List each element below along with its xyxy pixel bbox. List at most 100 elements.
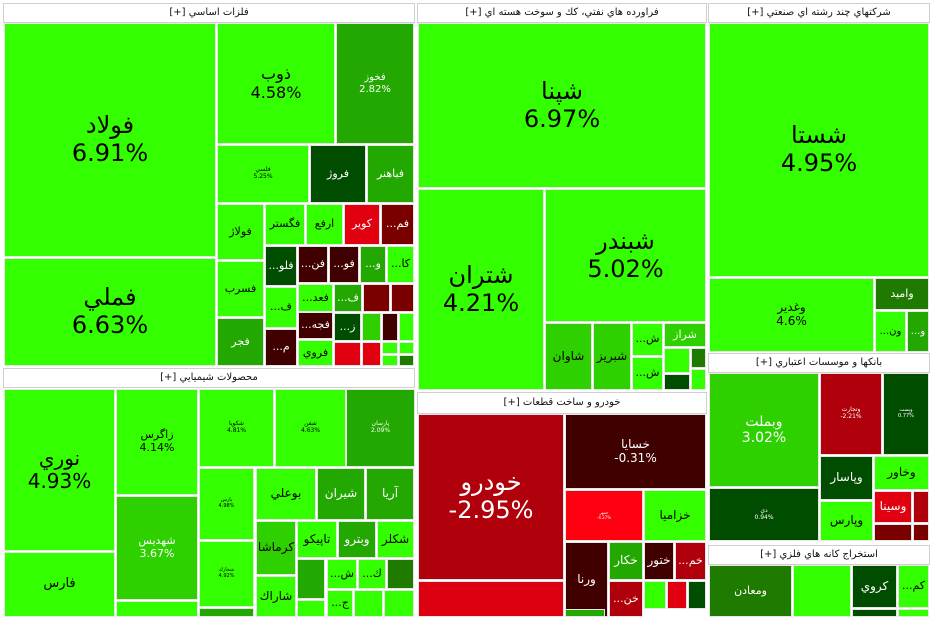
stock-tile[interactable]: واميد [875, 278, 929, 310]
stock-tile[interactable]: وپارس [820, 501, 873, 541]
stock-tile[interactable] [664, 374, 690, 390]
stock-tile[interactable] [199, 608, 254, 617]
sector-header[interactable]: استخراج كانه هاي فلزي [+] [708, 545, 930, 565]
stock-tile[interactable] [382, 355, 398, 366]
stock-tile[interactable]: فولاژ [217, 204, 264, 260]
stock-tile[interactable]: ...ك [358, 559, 386, 589]
stock-tile[interactable]: كروي [852, 565, 897, 608]
stock-tile[interactable]: خودرو -2.95% [418, 414, 564, 580]
stock-tile[interactable]: فملي 6.63% [4, 258, 216, 366]
sector-header[interactable]: خودرو و ساخت قطعات [+] [417, 392, 707, 414]
stock-tile[interactable] [116, 601, 198, 617]
stock-tile[interactable] [297, 559, 325, 599]
stock-tile[interactable]: ورنا [565, 542, 608, 617]
stock-tile[interactable] [667, 581, 687, 609]
stock-tile[interactable] [913, 491, 929, 523]
stock-tile[interactable]: ...م [265, 329, 297, 366]
stock-tile[interactable]: ارفع [306, 204, 343, 245]
stock-tile[interactable] [565, 609, 605, 617]
stock-tile[interactable]: ...فن [298, 246, 328, 283]
sector-header[interactable]: محصولات شيميايي [+] [3, 368, 415, 388]
stock-tile[interactable]: ...ون [875, 311, 906, 352]
stock-tile[interactable]: شفن 4.63% [275, 389, 346, 467]
stock-tile[interactable] [354, 590, 383, 617]
stock-tile[interactable]: فباهنر [367, 145, 414, 203]
stock-tile[interactable]: نوري 4.93% [4, 389, 115, 551]
stock-tile[interactable] [688, 581, 706, 609]
stock-tile[interactable]: خزاميا [644, 490, 706, 541]
stock-tile[interactable]: ...فلو [265, 246, 297, 286]
stock-tile[interactable]: فروي [298, 340, 333, 366]
stock-tile[interactable] [691, 348, 706, 368]
stock-tile[interactable]: شبريز [593, 323, 631, 390]
stock-tile[interactable] [297, 600, 325, 617]
stock-tile[interactable] [382, 313, 398, 341]
stock-tile[interactable]: ...ج [327, 590, 353, 617]
stock-tile[interactable]: پارس 4.98% [199, 468, 254, 540]
stock-tile[interactable]: ...خن [609, 581, 643, 617]
stock-tile[interactable]: ...كا [387, 246, 414, 283]
stock-tile[interactable]: ...فو [329, 246, 359, 283]
stock-tile[interactable] [362, 313, 381, 341]
stock-tile[interactable]: فولاد 6.91% [4, 23, 216, 257]
stock-tile[interactable] [852, 609, 897, 617]
stock-tile[interactable] [362, 342, 381, 366]
stock-tile[interactable]: دي 0.94% [709, 488, 819, 541]
stock-tile[interactable]: شبندر 5.02% [545, 189, 706, 322]
stock-tile[interactable]: ...فجه [298, 312, 333, 339]
stock-tile[interactable]: فجر [217, 318, 264, 366]
sector-header[interactable]: بانكها و موسسات اعتباري [+] [708, 353, 930, 373]
stock-tile[interactable] [399, 355, 414, 366]
stock-tile[interactable]: شيران [317, 468, 365, 520]
stock-tile[interactable]: وسينا [874, 491, 912, 523]
stock-tile[interactable]: وخاور [874, 456, 929, 490]
stock-tile[interactable]: ...ز [334, 313, 361, 341]
stock-tile[interactable]: فگستر [265, 204, 305, 245]
stock-tile[interactable]: كرماشا [256, 521, 296, 575]
stock-tile[interactable] [898, 609, 929, 617]
stock-tile[interactable]: ...و [907, 311, 929, 352]
stock-tile[interactable]: شكلر [377, 521, 414, 558]
stock-tile[interactable]: شاوان [545, 323, 592, 390]
stock-tile[interactable]: ...فم [381, 204, 414, 245]
sector-header[interactable]: شركتهاي چند رشته اي صنعتي [+] [708, 3, 930, 23]
stock-tile[interactable]: شخارك 4.92% [199, 541, 254, 607]
stock-tile[interactable]: ختور [644, 542, 674, 580]
stock-tile[interactable] [387, 559, 414, 589]
stock-tile[interactable]: وبترو [338, 521, 376, 558]
stock-tile[interactable] [384, 590, 414, 617]
stock-tile[interactable]: فسرب [217, 261, 264, 317]
stock-tile[interactable] [334, 342, 361, 366]
stock-tile[interactable] [399, 313, 414, 341]
stock-tile[interactable]: زاگرس 4.14% [116, 389, 198, 495]
stock-tile[interactable]: ...ف [334, 284, 362, 312]
stock-tile[interactable]: وتجارت -2.21% [820, 373, 882, 455]
stock-tile[interactable]: ...ش [327, 559, 357, 589]
stock-tile[interactable]: فخوز 2.82% [336, 23, 414, 144]
stock-tile[interactable] [382, 342, 398, 354]
stock-tile[interactable]: خكار [609, 542, 643, 580]
stock-tile[interactable] [913, 524, 929, 541]
stock-tile[interactable] [644, 581, 666, 609]
stock-tile[interactable]: فارس [4, 552, 115, 617]
sector-header[interactable]: فلزات اساسي [+] [3, 3, 415, 23]
stock-tile[interactable]: وپاسار [820, 456, 873, 500]
stock-tile[interactable] [793, 565, 851, 617]
stock-tile[interactable]: فروژ [310, 145, 366, 203]
stock-tile[interactable]: شپنا 6.97% [418, 23, 706, 188]
stock-tile[interactable]: وپست 0.77% [883, 373, 929, 455]
stock-tile[interactable] [418, 581, 564, 617]
stock-tile[interactable]: شهديس 3.67% [116, 496, 198, 600]
stock-tile[interactable]: ...فعد [298, 284, 333, 312]
stock-tile[interactable]: ...ش [632, 323, 663, 356]
stock-tile[interactable]: ...و [360, 246, 386, 283]
stock-tile[interactable] [874, 524, 912, 541]
sector-header[interactable]: فراورده هاي نفتي، كك و سوخت هسته اي [+] [417, 3, 707, 23]
stock-tile[interactable]: شراز [664, 323, 706, 347]
stock-tile[interactable]: شستا 4.95% [709, 23, 929, 277]
stock-tile[interactable]: ذوب 4.58% [217, 23, 335, 144]
stock-tile[interactable]: كوير [344, 204, 380, 245]
stock-tile[interactable]: شتران 4.21% [418, 189, 544, 390]
stock-tile[interactable]: شاراك [256, 576, 296, 617]
stock-tile[interactable]: بوعلي [256, 468, 316, 520]
